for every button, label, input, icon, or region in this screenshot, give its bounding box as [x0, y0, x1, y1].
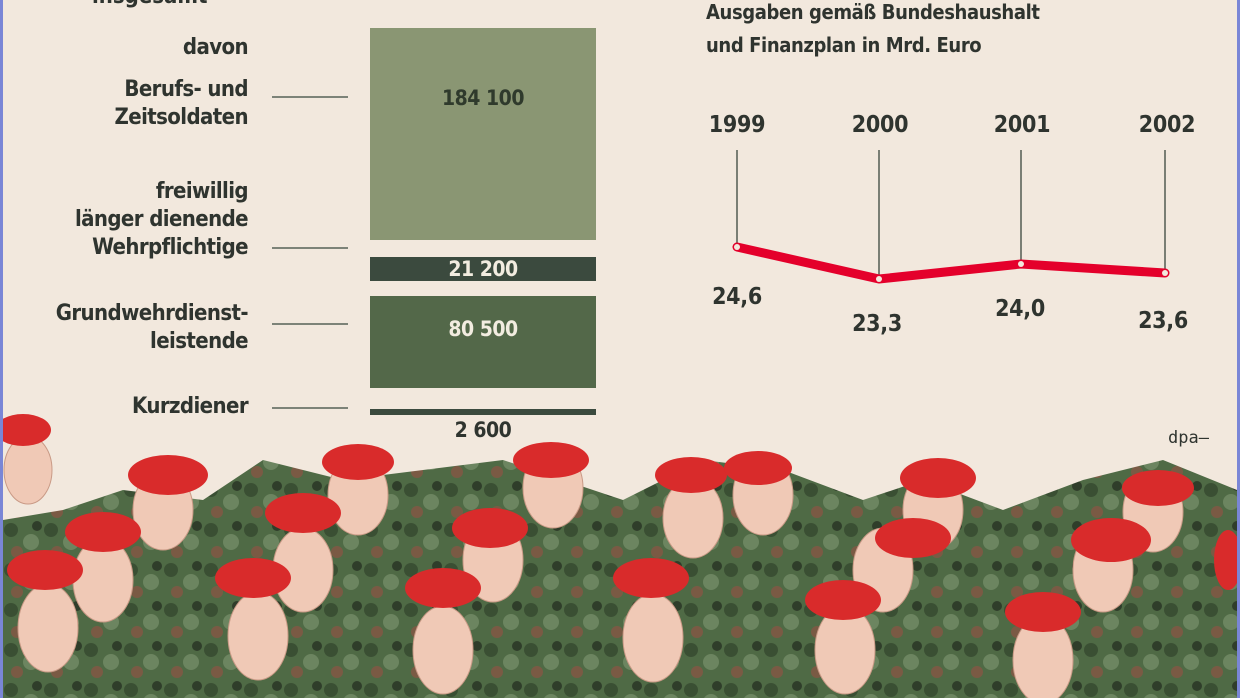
label-kurzdiener: Kurzdiener [132, 393, 249, 421]
panel-title-cut: insgesamt [92, 0, 207, 9]
line-chart [732, 150, 1170, 284]
drop-lines [736, 150, 1166, 279]
soldiers-photo [3, 414, 1237, 698]
bar-value: 184 100 [442, 86, 524, 110]
label-line: Zeitsoldaten [114, 105, 249, 130]
label-line: freiwillig [155, 179, 249, 204]
leader-line [272, 407, 348, 409]
year-label: 1999 [708, 112, 766, 138]
year-label: 2002 [1138, 112, 1196, 138]
label-grundwehrdienstleistende: Grundwehrdienst- leistende [55, 300, 249, 356]
chart-subtitle: Ausgaben gemäß Bundeshaushalt und Finanz… [706, 0, 1040, 62]
label-line: Grundwehrdienst- [55, 301, 249, 326]
bar-grundwehrdienstleistende: 80 500 [370, 296, 596, 388]
davon-label: davon [182, 35, 249, 60]
label-berufs-zeitsoldaten: Berufs- und Zeitsoldaten [115, 76, 249, 132]
label-line: länger dienende [74, 207, 249, 232]
left-border [0, 0, 3, 698]
label-freiwillig-wehrpflichtige: freiwillig länger dienende Wehrpflichtig… [74, 178, 249, 262]
year-label: 2001 [993, 112, 1051, 138]
label-line: leistende [150, 329, 249, 354]
data-points [734, 244, 1168, 282]
value-label: 23,3 [852, 311, 902, 337]
leader-line [272, 247, 348, 249]
label-line: Berufs- und [124, 77, 248, 102]
subtitle-line: und Finanzplan in Mrd. Euro [706, 33, 982, 57]
value-label: 24,6 [712, 284, 762, 310]
budget-line [732, 242, 1170, 284]
bar-value: 80 500 [448, 317, 518, 341]
bar-value: 21 200 [448, 257, 518, 281]
kurzdiener-value: 2 600 [454, 418, 512, 442]
leader-line [272, 323, 348, 325]
label-line: Kurzdiener [132, 394, 249, 419]
year-label: 2000 [851, 112, 909, 138]
bar-kurzdiener [370, 409, 596, 415]
subtitle-line: Ausgaben gemäß Bundeshaushalt [706, 0, 1040, 24]
value-label: 24,0 [995, 296, 1045, 322]
bar-freiwillig-wehrpflichtige: 21 200 [370, 257, 596, 281]
dpa-credit: dpa– [1168, 428, 1209, 448]
label-line: Wehrpflichtige [92, 235, 249, 260]
right-border [1237, 0, 1240, 698]
bar-berufs-zeitsoldaten: 184 100 [370, 28, 596, 240]
leader-line [272, 96, 348, 98]
value-label: 23,6 [1138, 308, 1188, 334]
